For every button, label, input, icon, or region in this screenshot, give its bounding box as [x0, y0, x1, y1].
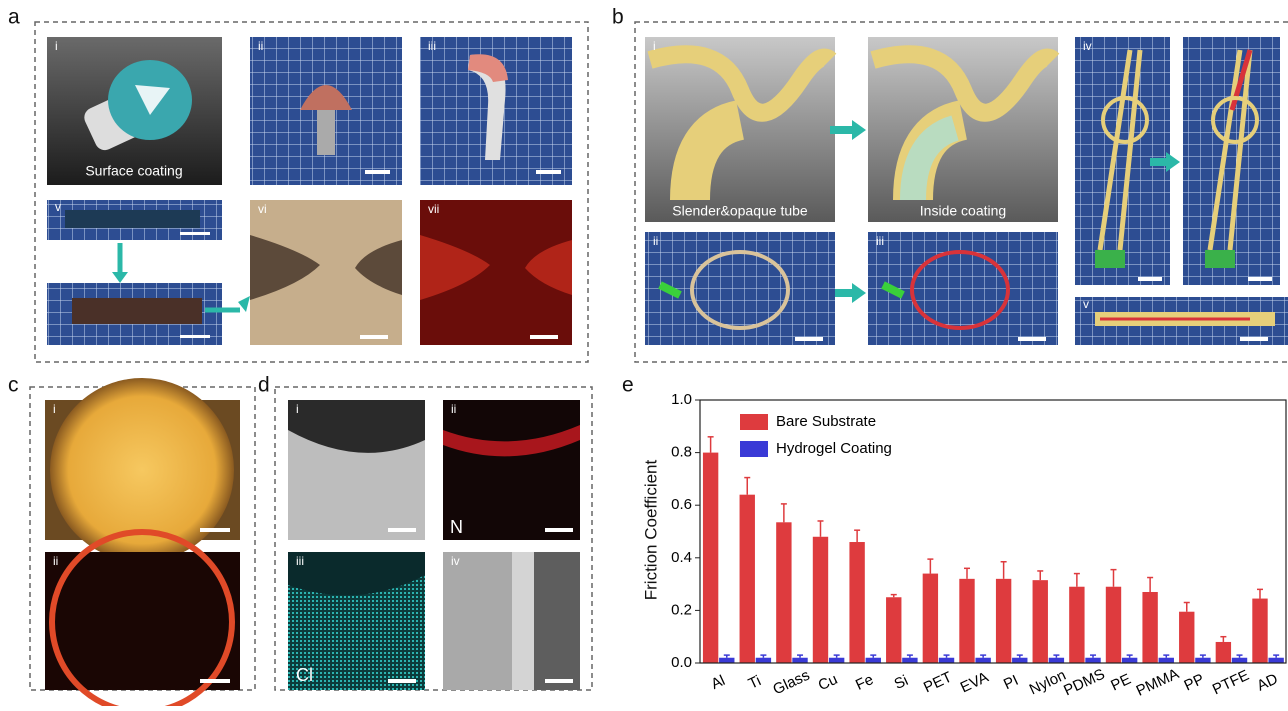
numeral: ii	[653, 234, 658, 248]
x-tick-label: PE	[1108, 671, 1133, 695]
panel-letter: d	[258, 374, 270, 397]
image	[250, 37, 402, 185]
bar	[1268, 658, 1283, 663]
chart: 0.0 0.2 0.4 0.6 0.8 1.0 Bare Substrate Hydrogel…	[671, 391, 1286, 700]
bar	[1106, 587, 1121, 663]
image	[420, 37, 572, 185]
bar	[1179, 612, 1194, 663]
x-tick-label: PMMA	[1134, 665, 1182, 699]
bar	[1195, 658, 1210, 663]
caption: Inside coating	[920, 203, 1006, 219]
bar	[1232, 658, 1247, 663]
bar	[866, 658, 881, 663]
numeral: ii	[451, 402, 456, 416]
panel-letter: c	[8, 374, 19, 397]
numeral: iii	[876, 234, 884, 248]
legend-label: Hydrogel Coating	[776, 440, 892, 457]
bar	[1252, 599, 1267, 663]
panel-letter: e	[622, 374, 634, 397]
numeral: iv	[1083, 39, 1092, 53]
numeral: vi	[258, 202, 267, 216]
x-tick-label: PTFE	[1210, 667, 1252, 699]
numeral: v	[55, 200, 61, 214]
numeral: vii	[428, 202, 439, 216]
bar	[1159, 658, 1174, 663]
legend-swatch	[740, 414, 768, 430]
bar	[740, 495, 755, 663]
numeral: i	[55, 39, 58, 53]
bar	[813, 537, 828, 663]
caption: Slender&opaque tube	[672, 203, 808, 219]
bar	[1049, 658, 1064, 663]
y-axis-label: Friction Coefficient	[641, 459, 660, 600]
image	[645, 37, 1058, 222]
bar	[1012, 658, 1027, 663]
image	[1075, 37, 1280, 285]
image	[250, 200, 402, 345]
x-tick-label: Cu	[816, 671, 841, 695]
legend-label: Bare Substrate	[776, 413, 876, 430]
numeral: v	[1083, 297, 1089, 311]
bar	[829, 658, 844, 663]
bar	[703, 453, 718, 663]
legend-swatch	[740, 441, 768, 457]
image	[1075, 297, 1288, 345]
numeral: i	[296, 402, 299, 416]
bar	[1142, 592, 1157, 663]
bar	[849, 542, 864, 663]
bar	[1216, 642, 1231, 663]
panel-letter: b	[612, 6, 624, 29]
bar	[756, 658, 771, 663]
x-tick-label: Glass	[770, 667, 812, 699]
bar	[719, 658, 734, 663]
bar	[996, 579, 1011, 663]
bar	[959, 579, 974, 663]
bar	[1085, 658, 1100, 663]
numeral: i	[53, 402, 56, 416]
x-tick-label: Si	[892, 672, 911, 693]
image	[288, 400, 580, 690]
x-tick-label: PI	[1001, 672, 1021, 693]
bar	[776, 522, 791, 663]
element-label: N	[450, 517, 463, 537]
numeral: iii	[296, 554, 304, 568]
x-tick-label: Al	[708, 672, 727, 693]
image	[420, 200, 572, 345]
bar	[1033, 580, 1048, 663]
y-tick-label: 0.0	[671, 654, 692, 671]
x-tick-label: PET	[921, 669, 955, 697]
x-tick-label: PP	[1182, 671, 1207, 695]
bar	[1069, 587, 1084, 663]
bar	[939, 658, 954, 663]
x-tick-label: Ti	[746, 672, 764, 692]
bar	[1122, 658, 1137, 663]
caption: Surface coating	[85, 163, 182, 179]
bar	[923, 574, 938, 663]
x-tick-label: AD	[1254, 670, 1280, 694]
bar	[886, 597, 901, 663]
y-tick-label: 0.6	[671, 496, 692, 513]
image	[645, 232, 1058, 345]
bar	[792, 658, 807, 663]
numeral: i	[653, 39, 656, 53]
bar	[975, 658, 990, 663]
numeral: iii	[428, 39, 436, 53]
element-label: Cl	[296, 665, 313, 685]
image	[47, 200, 250, 345]
panel-letter: a	[8, 6, 20, 29]
y-tick-label: 1.0	[671, 391, 692, 408]
numeral: ii	[53, 554, 58, 568]
figure: a i Surface coating ii iii v vi vii b i …	[0, 0, 1288, 706]
x-tick-label: Fe	[853, 671, 876, 694]
x-tick-label: EVA	[958, 669, 991, 697]
numeral: iv	[451, 554, 460, 568]
y-tick-label: 0.2	[671, 601, 692, 618]
y-tick-label: 0.4	[671, 549, 692, 566]
image	[45, 532, 240, 706]
x-tick-label: PDMS	[1061, 666, 1107, 700]
numeral: ii	[258, 39, 263, 53]
y-tick-label: 0.8	[671, 444, 692, 461]
bar	[902, 658, 917, 663]
